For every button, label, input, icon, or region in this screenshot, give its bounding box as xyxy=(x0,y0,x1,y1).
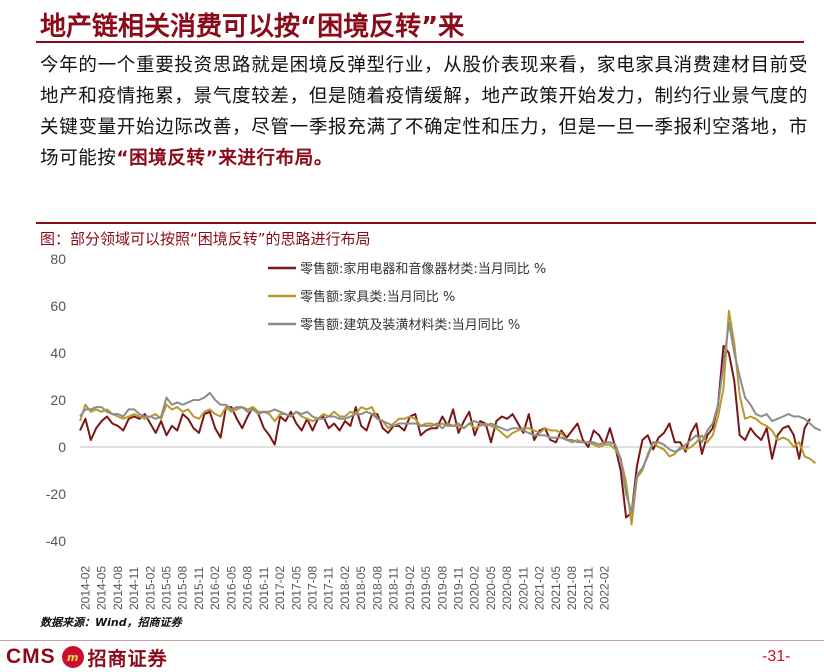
paragraph-text: 今年的一个重要投资思路就是困境反弹型行业，从股价表现来看，家电家具消费建材目前受… xyxy=(40,55,808,169)
logo-chinese-name: 招商证券 xyxy=(87,647,168,670)
legend-label-3: 零售额:建筑及装潢材料类:当月同比 % xyxy=(300,317,520,333)
x-tick-label: 2018-11 xyxy=(387,567,401,610)
x-tick-label: 2017-11 xyxy=(322,567,336,610)
x-tick-label: 2019-02 xyxy=(403,566,417,610)
x-tick-label: 2015-11 xyxy=(192,567,206,610)
x-tick-label: 2022-02 xyxy=(598,566,612,610)
y-tick-label: 80 xyxy=(50,251,66,267)
legend-label-2: 零售额:家具类:当月同比 % xyxy=(300,289,455,305)
x-tick-label: 2016-02 xyxy=(208,566,222,610)
y-tick-label: 60 xyxy=(50,298,66,314)
footer-rule xyxy=(0,640,824,641)
series-line-3 xyxy=(79,321,822,514)
x-tick-label: 2021-11 xyxy=(581,567,595,610)
y-tick-label: -20 xyxy=(46,486,66,502)
x-tick-label: 2017-05 xyxy=(289,566,303,610)
x-tick-label: 2020-11 xyxy=(516,567,530,610)
x-tick-label: 2020-08 xyxy=(500,566,514,610)
x-tick-label: 2016-05 xyxy=(224,566,238,610)
title-underline xyxy=(36,41,804,43)
logo-badge-icon: m xyxy=(61,646,84,668)
x-tick-label: 2021-02 xyxy=(533,566,547,610)
paragraph-highlight: “困境反转”来进行布局。 xyxy=(116,148,333,169)
figure-top-rule xyxy=(36,222,816,224)
y-tick-label: -40 xyxy=(46,533,66,549)
logo-cms-text: CMS xyxy=(6,645,56,668)
x-tick-label: 2015-02 xyxy=(143,566,157,610)
intro-paragraph: 今年的一个重要投资思路就是困境反弹型行业，从股价表现来看，家电家具消费建材目前受… xyxy=(40,50,808,174)
x-tick-label: 2015-08 xyxy=(176,566,190,610)
x-tick-label: 2018-02 xyxy=(338,566,352,610)
x-tick-label: 2014-08 xyxy=(111,566,125,610)
y-tick-label: 0 xyxy=(58,439,66,455)
series-line-1 xyxy=(79,344,811,519)
x-tick-label: 2016-11 xyxy=(257,567,271,610)
x-tick-label: 2017-02 xyxy=(273,566,287,610)
x-tick-label: 2018-05 xyxy=(354,566,368,610)
x-tick-label: 2014-11 xyxy=(127,567,141,610)
series-line-2 xyxy=(79,309,817,526)
x-tick-label: 2020-05 xyxy=(484,566,498,610)
figure-title: 图：部分领域可以按照“困境反转”的思路进行布局 xyxy=(40,230,371,248)
x-tick-label: 2018-08 xyxy=(370,566,384,610)
x-tick-label: 2014-02 xyxy=(78,566,92,610)
x-tick-label: 2021-08 xyxy=(565,566,579,610)
x-tick-label: 2016-08 xyxy=(241,566,255,610)
y-tick-label: 20 xyxy=(50,392,66,408)
legend-label-1: 零售额:家用电器和音像器材类:当月同比 % xyxy=(300,261,546,277)
x-tick-label: 2019-08 xyxy=(435,566,449,610)
x-tick-label: 2020-02 xyxy=(468,566,482,610)
page-number: -31- xyxy=(762,648,791,665)
x-tick-label: 2015-05 xyxy=(160,566,174,610)
line-chart: 80 60 40 20 0 -20 -40 2014-02 2014-05 2014-08 2014… xyxy=(46,251,822,610)
x-tick-label: 2019-11 xyxy=(452,567,466,610)
x-tick-label: 2014-05 xyxy=(95,566,109,610)
page-title: 地产链相关消费可以按“困境反转”来 xyxy=(40,12,465,42)
x-tick-label: 2021-05 xyxy=(549,566,563,610)
brand-logo: CMS m 招商证券 xyxy=(6,644,168,670)
x-tick-label: 2019-05 xyxy=(419,566,433,610)
y-tick-label: 40 xyxy=(50,345,66,361)
x-tick-label: 2017-08 xyxy=(306,566,320,610)
data-source: 数据来源：Wind，招商证券 xyxy=(40,616,182,629)
